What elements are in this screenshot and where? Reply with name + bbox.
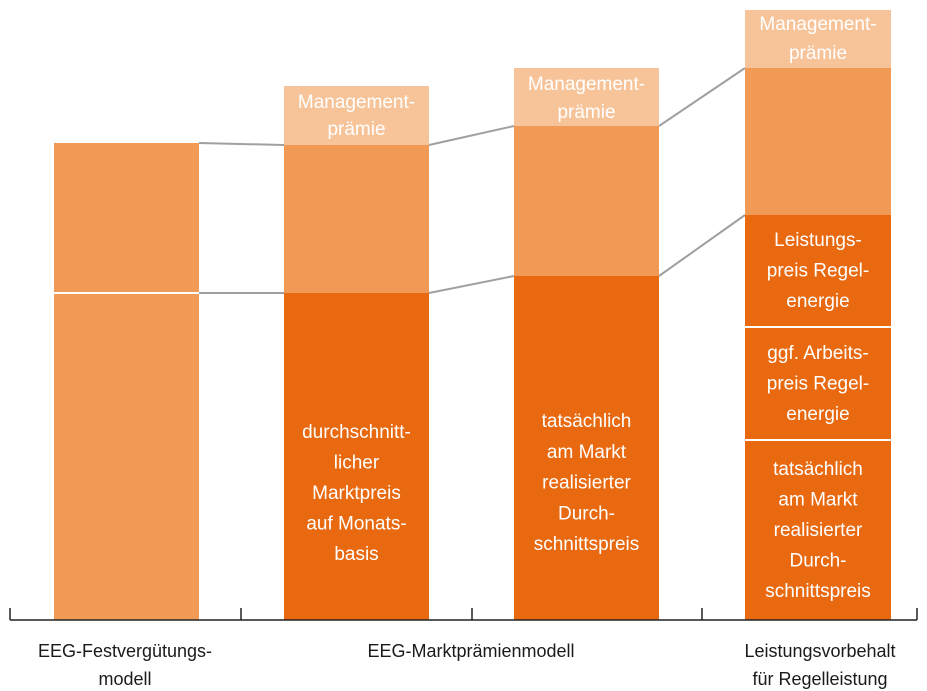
segment bbox=[54, 143, 199, 620]
bar-1 bbox=[54, 143, 199, 620]
segment-label: realisierter bbox=[542, 473, 631, 494]
connector bbox=[198, 142, 285, 146]
segment-label: durchschnitt- bbox=[302, 422, 411, 443]
segment-label: prämie bbox=[789, 43, 847, 64]
segment-label: Management- bbox=[298, 92, 415, 113]
segment-label: preis Regel- bbox=[767, 374, 869, 395]
segment bbox=[514, 68, 659, 126]
segment bbox=[284, 293, 429, 620]
segment bbox=[514, 276, 659, 620]
category-label: EEG-Festvergütungs- bbox=[38, 641, 212, 661]
segment-label: Management- bbox=[759, 14, 876, 35]
segment-label: tatsächlich bbox=[773, 459, 863, 480]
connector bbox=[658, 67, 746, 127]
segment-label: realisierter bbox=[774, 520, 863, 541]
segment-label: schnittspreis bbox=[765, 581, 871, 602]
category-label: modell bbox=[98, 669, 151, 689]
segment bbox=[745, 10, 891, 68]
segment-label: am Markt bbox=[778, 490, 858, 511]
category-label: für Regelleistung bbox=[752, 669, 887, 689]
segment-label: Management- bbox=[528, 74, 645, 95]
segment-label: licher bbox=[334, 453, 380, 474]
segment-label: prämie bbox=[327, 119, 385, 140]
connectors bbox=[198, 67, 746, 294]
bar-3 bbox=[514, 68, 659, 620]
axis bbox=[9, 608, 918, 621]
connector bbox=[658, 214, 746, 277]
bar-2 bbox=[284, 86, 429, 620]
segment bbox=[745, 68, 891, 215]
segment-label: prämie bbox=[557, 102, 615, 123]
segment-label: schnittspreis bbox=[534, 534, 640, 555]
segment bbox=[745, 215, 891, 620]
connector bbox=[428, 275, 515, 294]
segment-label: Marktpreis bbox=[312, 483, 401, 504]
connector bbox=[428, 125, 515, 146]
segment-label: basis bbox=[334, 544, 378, 565]
segment bbox=[514, 126, 659, 276]
segment-label: ggf. Arbeits- bbox=[767, 343, 868, 364]
segment-label: energie bbox=[786, 291, 849, 312]
category-label: Leistungsvorbehalt bbox=[744, 641, 895, 661]
segment-label: auf Monats- bbox=[306, 514, 406, 535]
category-label: EEG-Marktprämienmodell bbox=[367, 641, 574, 661]
segment-label: preis Regel- bbox=[767, 261, 869, 282]
segment-label: Durch- bbox=[789, 551, 846, 572]
segment-label: energie bbox=[786, 404, 849, 425]
segment-label: Leistungs- bbox=[774, 230, 862, 251]
segment bbox=[284, 86, 429, 145]
segment-label: am Markt bbox=[547, 442, 627, 463]
segment-label: Durch- bbox=[558, 503, 615, 524]
segment bbox=[284, 145, 429, 293]
bar-4 bbox=[745, 10, 891, 620]
segment-label: tatsächlich bbox=[542, 411, 632, 432]
